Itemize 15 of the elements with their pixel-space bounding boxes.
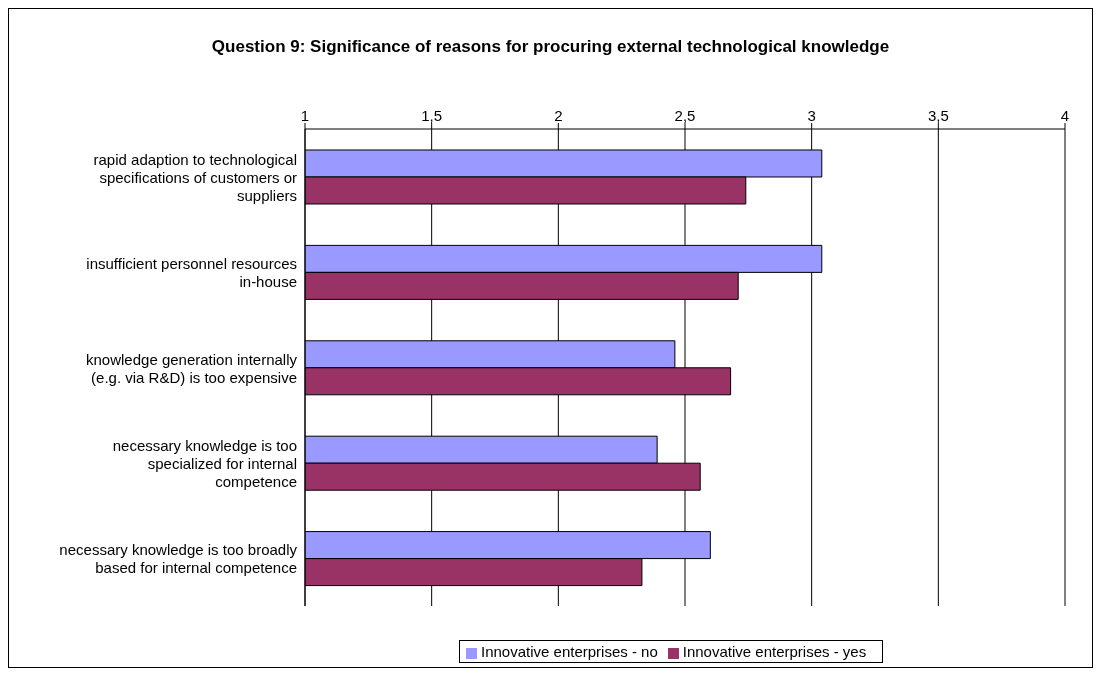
y-tick-label: necessary knowledge is too broadly based for internal competence bbox=[59, 540, 298, 576]
x-tick-label: 3,5 bbox=[927, 107, 949, 124]
legend-label: Innovative enterprises - no bbox=[481, 643, 658, 660]
x-tick-label: 1 bbox=[300, 107, 310, 124]
y-tick-label: rapid adaption to technological specifications of customers or suppliers bbox=[93, 150, 297, 204]
x-tick-label: 2,5 bbox=[674, 107, 696, 124]
x-tick-label: 3 bbox=[807, 107, 816, 124]
y-tick-label: necessary knowledge is too specialized for internal competence bbox=[112, 436, 297, 490]
legend-label: Innovative enterprises - yes bbox=[682, 643, 867, 660]
x-tick-label: 4 bbox=[1060, 107, 1070, 124]
x-tick-label: 2 bbox=[554, 107, 563, 124]
y-tick-label: insufficient personnel resources in-house bbox=[86, 254, 297, 290]
chart-title: Question 9: Significance of reasons for procuring external technological knowledge bbox=[210, 37, 891, 57]
y-tick-label: knowledge generation internally (e.g. via R&D) is too expensive bbox=[86, 350, 298, 385]
x-tick-label: 1,5 bbox=[421, 107, 443, 124]
